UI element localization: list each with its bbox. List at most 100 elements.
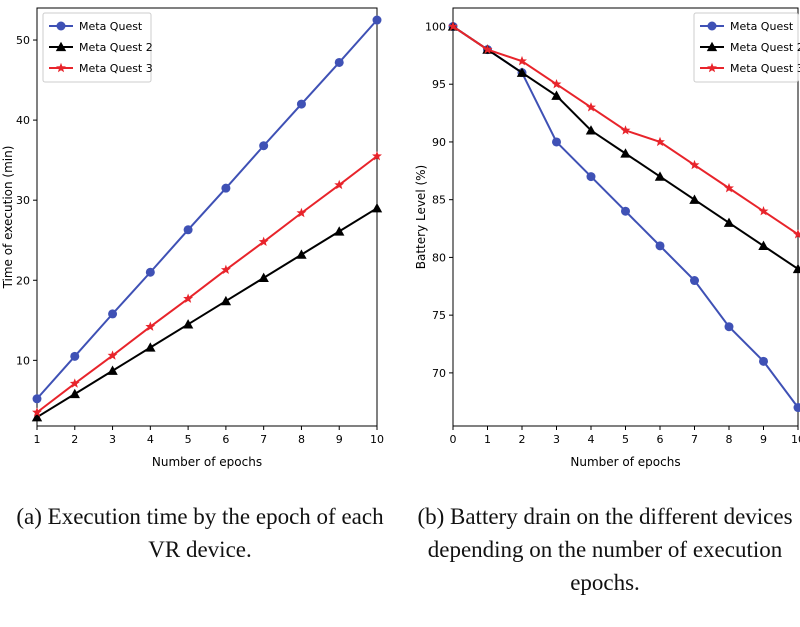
legend-marker	[55, 41, 67, 52]
data-point	[258, 236, 269, 247]
data-point	[655, 136, 665, 147]
series-3	[448, 21, 800, 239]
chart-b: 0 1 2 3 4 5 6 7 8 9 10 70 75 80 85 90 95 100 Number of epo…	[414, 7, 800, 469]
y-tick-label: 30	[16, 194, 30, 207]
series-line	[36, 155, 378, 414]
data-point	[793, 403, 800, 413]
data-point	[620, 148, 631, 158]
data-point	[296, 207, 307, 218]
x-tick-label: 3	[109, 433, 116, 446]
data-point	[689, 194, 700, 204]
x-tick-label: 5	[622, 433, 629, 446]
y-tick-label: 75	[432, 309, 446, 322]
data-point	[655, 241, 665, 251]
legend-box	[693, 12, 799, 83]
data-point	[69, 388, 80, 399]
legend-box	[42, 12, 152, 83]
legend-marker	[56, 21, 66, 31]
data-point	[372, 15, 382, 25]
data-point	[220, 264, 231, 275]
data-point	[182, 319, 194, 329]
x-tick-label: 4	[588, 433, 595, 446]
series-line	[36, 19, 378, 400]
x-axis-label: Number of epochs	[570, 455, 680, 469]
x-tick-label: 0	[450, 433, 457, 446]
legend-label: Meta Quest	[730, 20, 794, 33]
legend-label: Meta Quest 3	[79, 62, 153, 75]
data-point	[221, 183, 231, 193]
series-line	[452, 25, 799, 409]
legend-label: Meta Quest 2	[79, 41, 153, 54]
data-point	[516, 67, 528, 77]
data-point	[107, 365, 118, 375]
data-point	[517, 55, 527, 66]
y-tick-label: 20	[16, 274, 30, 287]
x-tick-label: 4	[147, 433, 154, 446]
x-tick-label: 7	[260, 433, 267, 446]
x-tick-label: 3	[553, 433, 560, 446]
data-point	[724, 322, 734, 332]
data-point	[482, 44, 493, 54]
x-tick-label: 5	[185, 433, 192, 446]
data-point	[758, 206, 769, 216]
y-tick-label: 85	[432, 194, 446, 207]
y-tick-label: 90	[432, 136, 446, 149]
y-tick-label: 100	[425, 20, 446, 33]
legend-marker	[706, 41, 718, 52]
data-point	[32, 394, 42, 404]
caption-a: (a) Execution time by the epoch of each …	[16, 504, 384, 562]
caption-b: (b) Battery drain on the different devic…	[417, 504, 793, 595]
x-tick-label: 9	[760, 433, 767, 446]
data-point	[586, 102, 596, 112]
data-point	[621, 206, 630, 216]
data-point	[793, 229, 800, 239]
data-point	[689, 159, 700, 170]
x-tick-label: 2	[71, 433, 78, 446]
data-point	[724, 182, 734, 193]
data-point	[372, 150, 382, 161]
x-tick-label: 2	[519, 433, 526, 446]
data-point	[220, 295, 232, 306]
data-point	[792, 263, 800, 274]
legend-marker	[707, 62, 717, 73]
x-tick-label: 8	[726, 433, 733, 446]
data-point	[552, 137, 561, 147]
data-point	[296, 99, 306, 109]
y-tick-label: 40	[16, 114, 30, 127]
data-point	[296, 249, 307, 259]
data-point	[585, 125, 597, 135]
y-axis-label: Battery Level (%)	[414, 165, 428, 269]
data-point	[551, 79, 562, 89]
x-tick-label: 7	[691, 433, 698, 446]
data-point	[145, 342, 156, 352]
data-point	[258, 272, 269, 283]
x-tick-label: 8	[298, 433, 305, 446]
data-point	[690, 276, 699, 286]
legend-label: Meta Quest 3	[730, 62, 800, 75]
legend: Meta Quest Meta Quest 2 Meta Quest 3	[42, 12, 153, 83]
x-tick-label: 1	[484, 433, 491, 446]
y-tick-label: 80	[432, 251, 446, 264]
y-tick-label: 10	[16, 354, 30, 367]
x-tick-label: 6	[222, 433, 229, 446]
x-tick-label: 9	[336, 433, 343, 446]
data-point	[32, 407, 42, 417]
chart-a: 1 2 3 4 5 6 7 8 9 10 10 20 30 40 50 Number of epochs Tim…	[1, 7, 384, 469]
data-point	[183, 225, 193, 235]
x-tick-label: 10	[791, 433, 800, 446]
y-tick-label: 50	[16, 34, 30, 47]
legend-marker	[707, 21, 717, 31]
plot-frame	[36, 7, 378, 427]
x-axis-label: Number of epochs	[152, 455, 262, 469]
data-point	[723, 217, 735, 227]
data-point	[654, 171, 666, 181]
legend: Meta Quest Meta Quest 2 Meta Quest 3	[693, 12, 800, 83]
data-point	[334, 57, 344, 67]
x-tick-label: 1	[34, 433, 41, 446]
data-point	[334, 226, 345, 236]
series-2	[447, 21, 800, 274]
y-axis-label: Time of execution (min)	[1, 146, 15, 290]
data-point	[758, 240, 769, 251]
data-point	[586, 172, 596, 182]
